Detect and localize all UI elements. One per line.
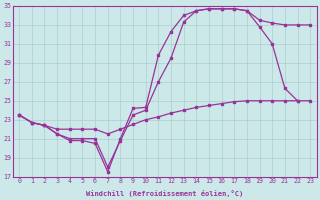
X-axis label: Windchill (Refroidissement éolien,°C): Windchill (Refroidissement éolien,°C) xyxy=(86,190,243,197)
